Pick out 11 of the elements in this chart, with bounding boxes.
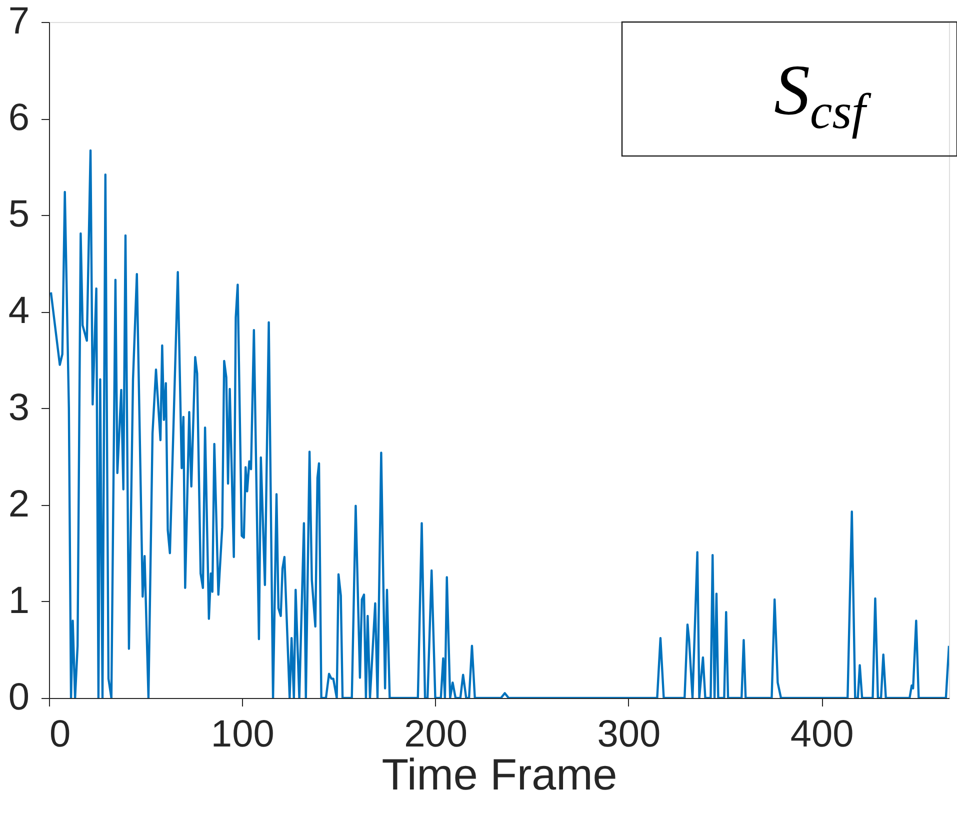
- y-tick-label: 1: [8, 580, 30, 622]
- y-tick-label: 5: [8, 194, 30, 236]
- x-tick-label: 0: [50, 714, 71, 756]
- y-tick-label: 3: [8, 386, 30, 429]
- y-tick-label: 6: [8, 97, 30, 140]
- y-tick-label: 4: [8, 290, 30, 332]
- y-tick-label: 2: [8, 483, 30, 526]
- y-tick-label: 0: [8, 676, 30, 718]
- x-tick-label: 100: [210, 714, 274, 756]
- y-tick-label: 7: [8, 0, 30, 42]
- x-tick-label: 400: [790, 714, 854, 756]
